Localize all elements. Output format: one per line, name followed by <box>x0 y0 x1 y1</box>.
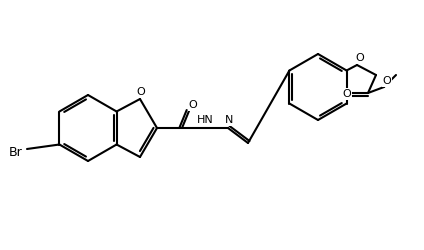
Text: O: O <box>382 76 391 86</box>
Text: O: O <box>356 53 364 63</box>
Text: Br: Br <box>9 146 23 158</box>
Text: N: N <box>225 115 233 125</box>
Text: O: O <box>137 87 145 97</box>
Text: HN: HN <box>197 115 213 125</box>
Text: O: O <box>189 100 198 110</box>
Text: O: O <box>343 89 351 99</box>
